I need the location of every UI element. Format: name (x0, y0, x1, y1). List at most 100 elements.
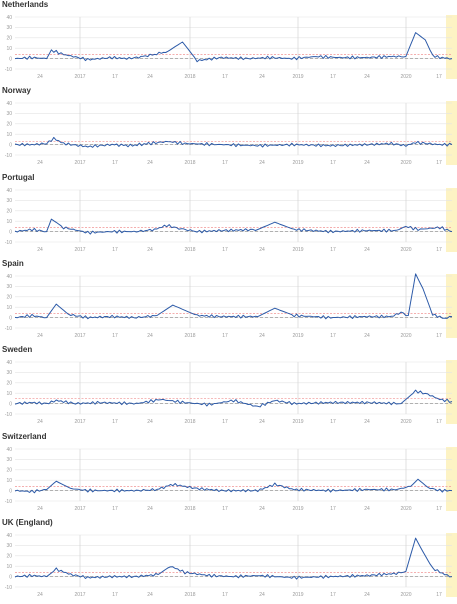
current-period-highlight (446, 446, 457, 511)
y-tick-label: 40 (6, 187, 12, 193)
line-chart: 40 30 20 10 0 -10 24 2017 17 24 2018 17 24 2019 17 24 20… (5, 360, 457, 425)
x-tick-label: 17 (330, 592, 336, 598)
y-tick-label: 40 (6, 274, 12, 280)
x-tick-label: 17 (222, 506, 228, 512)
x-tick-label: 2020 (400, 247, 411, 253)
x-tick-label: 24 (259, 506, 265, 512)
x-tick-label: 17 (330, 419, 336, 425)
series-line (14, 537, 453, 580)
x-tick-label: 17 (436, 333, 442, 339)
x-tick-label: 24 (147, 160, 153, 166)
x-tick-label: 24 (259, 160, 265, 166)
chart-panel: Portugal 40 30 20 10 0 -10 24 2017 17 24 2018 17 24 20… (0, 173, 457, 259)
series-line (14, 389, 453, 408)
y-tick-label: -10 (5, 585, 12, 591)
x-tick-label: 2017 (74, 419, 85, 425)
x-tick-label: 24 (364, 247, 370, 253)
y-tick-label: -10 (5, 412, 12, 418)
x-tick-label: 17 (436, 160, 442, 166)
y-tick-label: 40 (6, 360, 12, 366)
x-tick-label: 24 (364, 506, 370, 512)
chart-panel: UK (England) 40 30 20 10 0 -10 24 2017 17 24 2018 17… (0, 518, 457, 604)
x-tick-label: 17 (436, 247, 442, 253)
x-tick-label: 2019 (292, 160, 303, 166)
series-line (14, 137, 453, 149)
x-tick-label: 24 (147, 419, 153, 425)
x-tick-label: 24 (37, 506, 43, 512)
current-period-highlight (446, 360, 457, 425)
x-tick-label: 2019 (292, 247, 303, 253)
x-tick-label: 24 (37, 333, 43, 339)
y-tick-label: -10 (5, 498, 12, 504)
x-tick-label: 24 (37, 419, 43, 425)
chart-panel: Norway 40 30 20 10 0 -10 24 2017 17 24 2018 17 24 2019… (0, 86, 457, 172)
panel-title: Netherlands (2, 0, 49, 9)
y-tick-label: 20 (6, 553, 12, 559)
x-tick-label: 2017 (74, 160, 85, 166)
y-tick-label: 0 (9, 574, 12, 580)
x-tick-label: 2018 (184, 506, 195, 512)
y-tick-label: 30 (6, 457, 12, 463)
y-tick-label: -10 (5, 153, 12, 159)
panel-title: Switzerland (2, 431, 47, 441)
y-tick-label: 10 (6, 478, 12, 484)
x-tick-label: 17 (112, 74, 118, 80)
x-tick-label: 24 (147, 247, 153, 253)
y-tick-label: 30 (6, 198, 12, 204)
x-tick-label: 24 (364, 592, 370, 598)
x-tick-label: 24 (147, 592, 153, 598)
x-tick-label: 2018 (184, 333, 195, 339)
x-tick-label: 17 (222, 419, 228, 425)
x-tick-label: 2017 (74, 592, 85, 598)
x-tick-label: 2019 (292, 506, 303, 512)
y-tick-label: 30 (6, 543, 12, 549)
line-chart: 40 30 20 10 0 -10 24 2017 17 24 2018 17 24 2019 17 24 20… (5, 273, 457, 339)
x-tick-label: 17 (436, 506, 442, 512)
y-tick-label: 20 (6, 381, 12, 387)
chart-panel: Spain 40 30 20 10 0 -10 24 2017 17 24 2018 17 24 2019 1… (0, 259, 457, 345)
x-tick-label: 2020 (400, 506, 411, 512)
x-tick-label: 24 (259, 419, 265, 425)
x-tick-label: 17 (436, 592, 442, 598)
panel-title: Sweden (2, 345, 33, 355)
y-tick-label: 10 (6, 305, 12, 311)
x-tick-label: 2020 (400, 74, 411, 80)
current-period-highlight (446, 273, 457, 338)
x-tick-label: 17 (330, 74, 336, 80)
x-tick-label: 24 (147, 506, 153, 512)
y-tick-label: 0 (9, 488, 12, 494)
x-tick-label: 2017 (74, 506, 85, 512)
y-tick-label: 0 (9, 315, 12, 321)
panel-title: Portugal (2, 172, 35, 182)
y-tick-label: 20 (6, 467, 12, 473)
x-tick-label: 17 (330, 247, 336, 253)
x-tick-label: 2020 (400, 419, 411, 425)
series-line (14, 218, 453, 235)
x-tick-label: 17 (112, 160, 118, 166)
x-tick-label: 24 (37, 592, 43, 598)
y-tick-label: 20 (6, 208, 12, 214)
x-tick-label: 2019 (292, 74, 303, 80)
x-tick-label: 17 (330, 506, 336, 512)
x-tick-label: 24 (364, 419, 370, 425)
panel-title: Spain (2, 258, 24, 268)
x-tick-label: 2020 (400, 160, 411, 166)
y-tick-label: -10 (5, 67, 12, 73)
x-tick-label: 17 (112, 592, 118, 598)
x-tick-label: 17 (112, 247, 118, 253)
chart-panel: Switzerland 40 30 20 10 0 -10 24 2017 17 24 2018 17 2… (0, 432, 457, 518)
chart-panel: Netherlands 40 30 20 10 0 -10 24 2017 17 24 2018 17 2… (0, 0, 457, 86)
y-tick-label: -10 (5, 239, 12, 245)
x-tick-label: 2018 (184, 592, 195, 598)
current-period-highlight (446, 15, 457, 79)
y-tick-label: 40 (6, 446, 12, 452)
x-tick-label: 2017 (74, 247, 85, 253)
x-tick-label: 2020 (400, 592, 411, 598)
x-tick-label: 17 (222, 247, 228, 253)
x-tick-label: 24 (147, 333, 153, 339)
x-tick-label: 17 (222, 592, 228, 598)
x-tick-label: 24 (37, 160, 43, 166)
y-tick-label: 0 (9, 56, 12, 62)
x-tick-label: 2020 (400, 333, 411, 339)
